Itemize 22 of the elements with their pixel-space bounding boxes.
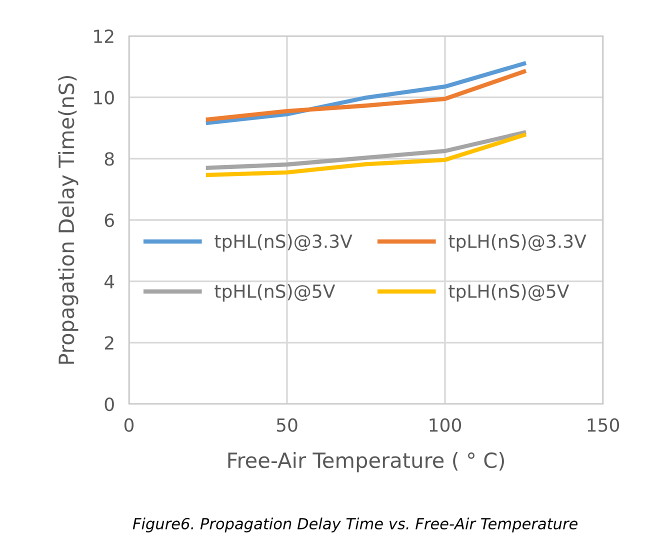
- y-axis-title: Propagation Delay Time(nS): [58, 76, 78, 364]
- line-series: [206, 62, 526, 125]
- y-tick-label: 4: [104, 275, 114, 288]
- x-tick-label: 150: [588, 418, 620, 432]
- legend-label: tpHL(nS)@5V: [214, 284, 336, 302]
- y-tick-label: 0: [104, 397, 114, 412]
- y-tick-label: 12: [94, 29, 114, 43]
- x-tick-label: 0: [124, 418, 134, 432]
- line-series: [206, 132, 526, 178]
- line-series: [206, 130, 526, 170]
- x-tick-label: 50: [276, 418, 298, 432]
- y-tick-label: 8: [104, 152, 114, 166]
- y-tick-label: 6: [104, 213, 114, 228]
- y-tick-label: 2: [104, 336, 114, 350]
- legend-label: tpHL(nS)@3.3V: [214, 234, 352, 252]
- legend-label: tpLH(nS)@3.3V: [448, 234, 586, 252]
- x-axis-title: Free-Air Temperature ( ° C): [228, 452, 504, 472]
- x-tick-label: 100: [430, 418, 462, 432]
- legend-label: tpLH(nS)@5V: [448, 284, 570, 302]
- y-tick-label: 10: [94, 90, 114, 104]
- line-series: [206, 69, 526, 122]
- caption: Figure6. Propagation Delay Time vs. Free-Air Temperature: [132, 518, 578, 532]
